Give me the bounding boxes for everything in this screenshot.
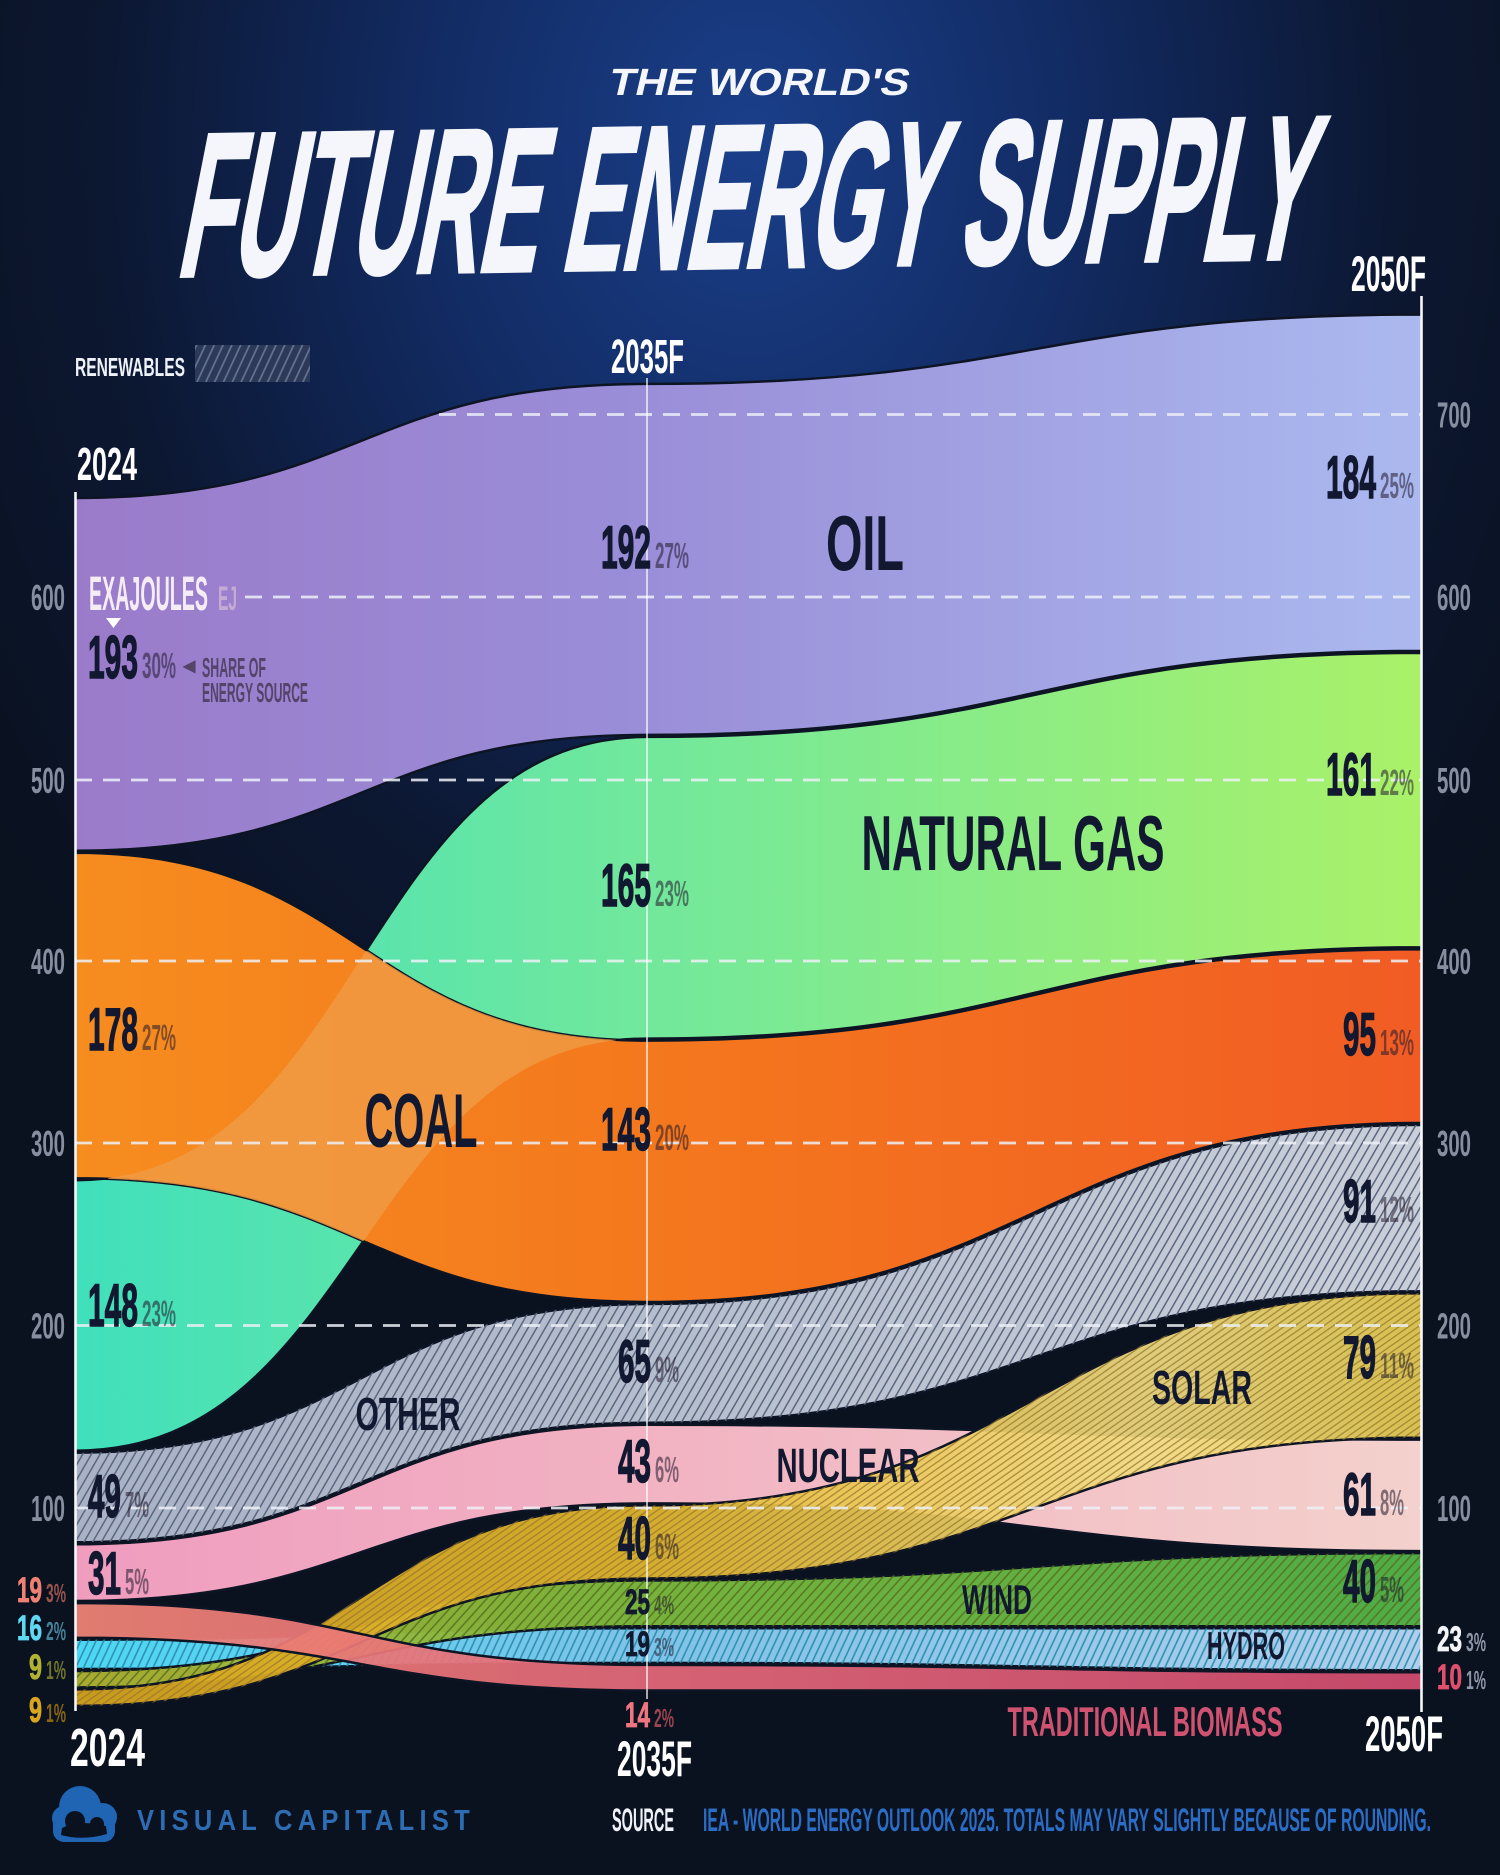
svg-text:178: 178: [88, 996, 138, 1063]
svg-text:1%: 1%: [46, 1655, 66, 1685]
svg-text:95: 95: [1343, 1001, 1376, 1068]
svg-text:11%: 11%: [1380, 1345, 1414, 1386]
svg-text:161: 161: [1326, 741, 1376, 808]
svg-text:184: 184: [1326, 444, 1376, 511]
svg-text:NUCLEAR: NUCLEAR: [777, 1440, 920, 1493]
svg-text:65: 65: [618, 1328, 651, 1395]
svg-text:OIL: OIL: [826, 499, 904, 587]
svg-text:NATURAL GAS: NATURAL GAS: [862, 799, 1165, 887]
svg-text:19: 19: [625, 1625, 650, 1664]
svg-text:600: 600: [1437, 577, 1471, 618]
svg-text:WIND: WIND: [962, 1576, 1032, 1623]
svg-text:100: 100: [31, 1488, 65, 1529]
svg-text:2050F: 2050F: [1351, 246, 1426, 302]
svg-text:10: 10: [1437, 1658, 1462, 1697]
svg-text:2035F: 2035F: [617, 1731, 692, 1787]
svg-text:SOLAR: SOLAR: [1152, 1362, 1252, 1415]
svg-text:30%: 30%: [142, 645, 176, 686]
svg-text:3%: 3%: [46, 1578, 66, 1608]
svg-text:13%: 13%: [1380, 1022, 1414, 1063]
svg-text:400: 400: [31, 941, 65, 982]
svg-text:THE WORLD'S: THE WORLD'S: [605, 61, 915, 103]
svg-text:6%: 6%: [655, 1526, 679, 1567]
svg-text:27%: 27%: [142, 1017, 176, 1058]
svg-text:23%: 23%: [655, 873, 689, 914]
svg-text:143: 143: [601, 1096, 651, 1163]
svg-text:16: 16: [17, 1609, 42, 1648]
svg-text:40: 40: [1343, 1548, 1376, 1615]
svg-text:RENEWABLES: RENEWABLES: [75, 352, 185, 382]
svg-text:7%: 7%: [125, 1484, 149, 1525]
svg-text:600: 600: [31, 577, 65, 618]
svg-text:79: 79: [1343, 1324, 1376, 1391]
svg-text:6%: 6%: [655, 1449, 679, 1490]
svg-text:SOURCE: SOURCE: [612, 1802, 674, 1838]
svg-text:1%: 1%: [1466, 1665, 1486, 1695]
svg-text:5%: 5%: [1380, 1569, 1404, 1610]
svg-text:23: 23: [1437, 1620, 1462, 1659]
svg-text:12%: 12%: [1380, 1189, 1414, 1230]
svg-text:ENERGY SOURCE: ENERGY SOURCE: [202, 677, 308, 708]
svg-text:9%: 9%: [655, 1349, 679, 1390]
svg-text:193: 193: [88, 624, 138, 691]
svg-text:2050F: 2050F: [1365, 1706, 1443, 1762]
svg-text:40: 40: [618, 1505, 651, 1572]
svg-text:23%: 23%: [142, 1293, 176, 1334]
svg-text:◀: ◀: [182, 658, 196, 675]
svg-text:91: 91: [1343, 1168, 1376, 1235]
svg-text:9: 9: [29, 1648, 42, 1687]
svg-text:3%: 3%: [1466, 1627, 1486, 1657]
svg-text:300: 300: [1437, 1123, 1471, 1164]
svg-text:25%: 25%: [1380, 465, 1414, 506]
svg-text:EJ: EJ: [218, 580, 237, 618]
svg-text:3%: 3%: [654, 1632, 674, 1662]
svg-text:2035F: 2035F: [611, 331, 684, 384]
svg-text:500: 500: [1437, 760, 1471, 801]
svg-text:SHARE OF: SHARE OF: [202, 652, 266, 683]
svg-text:300: 300: [31, 1123, 65, 1164]
svg-text:IEA - WORLD ENERGY OUTLOOK 202: IEA - WORLD ENERGY OUTLOOK 2025. TOTALS …: [703, 1802, 1431, 1838]
svg-text:5%: 5%: [125, 1561, 149, 1602]
svg-text:43: 43: [618, 1428, 651, 1495]
svg-text:61: 61: [1343, 1461, 1376, 1528]
svg-text:9: 9: [29, 1691, 42, 1730]
svg-text:2%: 2%: [654, 1703, 674, 1733]
svg-text:TRADITIONAL BIOMASS: TRADITIONAL BIOMASS: [1008, 1698, 1283, 1745]
svg-text:500: 500: [31, 760, 65, 801]
svg-text:4%: 4%: [654, 1590, 674, 1620]
svg-text:192: 192: [601, 514, 651, 581]
svg-text:165: 165: [601, 852, 651, 919]
svg-text:148: 148: [88, 1272, 138, 1339]
svg-text:OTHER: OTHER: [356, 1388, 461, 1440]
svg-text:27%: 27%: [655, 535, 689, 576]
svg-text:HYDRO: HYDRO: [1207, 1625, 1285, 1668]
svg-text:VISUAL CAPITALIST: VISUAL CAPITALIST: [137, 1805, 475, 1837]
svg-text:2%: 2%: [46, 1616, 66, 1646]
svg-text:19: 19: [17, 1571, 42, 1610]
svg-text:400: 400: [1437, 941, 1471, 982]
svg-text:20%: 20%: [655, 1117, 689, 1158]
svg-text:COAL: COAL: [365, 1079, 478, 1164]
svg-text:2024: 2024: [70, 1718, 145, 1778]
svg-text:200: 200: [1437, 1306, 1471, 1347]
svg-text:14: 14: [625, 1696, 650, 1735]
svg-text:100: 100: [1437, 1488, 1471, 1529]
svg-text:31: 31: [88, 1540, 121, 1607]
svg-text:49: 49: [88, 1463, 121, 1530]
svg-text:1%: 1%: [46, 1698, 66, 1728]
svg-text:EXAJOULES: EXAJOULES: [89, 568, 208, 621]
svg-text:2024: 2024: [77, 438, 137, 490]
svg-text:8%: 8%: [1380, 1482, 1404, 1523]
svg-text:22%: 22%: [1380, 762, 1414, 803]
svg-text:200: 200: [31, 1306, 65, 1347]
svg-text:25: 25: [625, 1583, 650, 1622]
svg-text:FUTURE ENERGY SUPPLY: FUTURE ENERGY SUPPLY: [166, 73, 1340, 320]
svg-text:700: 700: [1437, 395, 1471, 436]
